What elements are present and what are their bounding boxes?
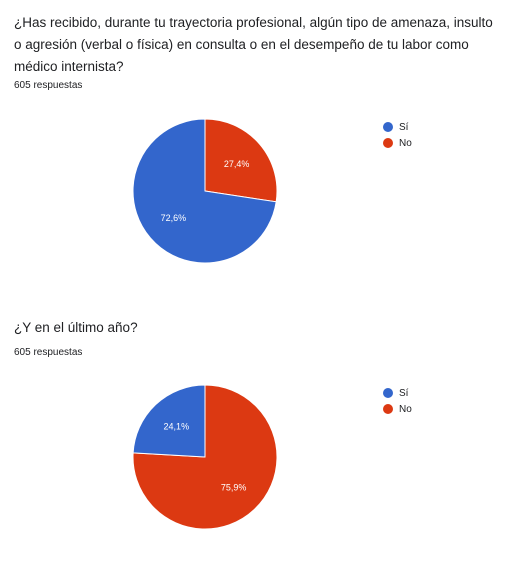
chart-legend: Sí No — [383, 385, 412, 417]
legend-dot-no — [383, 138, 393, 148]
pie-chart: 75,9% 24,1% — [132, 384, 278, 530]
question-card-2: ¿Y en el último año? 605 respuestas 75,9… — [0, 300, 512, 578]
response-count: 605 respuestas — [14, 80, 83, 91]
legend-label: No — [399, 137, 412, 149]
question-card-1: ¿Has recibido, durante tu trayectoria pr… — [14, 15, 493, 264]
slice-data-label: 75,9% — [221, 482, 247, 492]
legend-label: Sí — [399, 387, 409, 399]
legend-dot-no — [383, 404, 393, 414]
question-title: ¿Y en el último año? — [14, 320, 138, 335]
legend-item-si[interactable]: Sí — [383, 385, 412, 401]
pie-slice-no[interactable] — [204, 118, 278, 203]
legend-item-no[interactable]: No — [383, 135, 412, 151]
legend-label: Sí — [399, 121, 409, 133]
pie-slice-si[interactable] — [132, 118, 277, 264]
pie-slice-si[interactable] — [132, 384, 206, 458]
question-title: ¿Has recibido, durante tu trayectoria pr… — [14, 15, 493, 74]
response-count: 605 respuestas — [14, 347, 83, 358]
legend-dot-si — [383, 122, 393, 132]
slice-data-label: 72,6% — [161, 213, 187, 223]
legend-dot-si — [383, 388, 393, 398]
pie-chart: 27,4% 72,6% — [132, 118, 278, 264]
slice-data-label: 24,1% — [164, 422, 190, 432]
legend-item-no[interactable]: No — [383, 401, 412, 417]
legend-label: No — [399, 403, 412, 415]
chart-legend: Sí No — [383, 119, 412, 151]
legend-item-si[interactable]: Sí — [383, 119, 412, 135]
slice-data-label: 27,4% — [224, 159, 250, 169]
